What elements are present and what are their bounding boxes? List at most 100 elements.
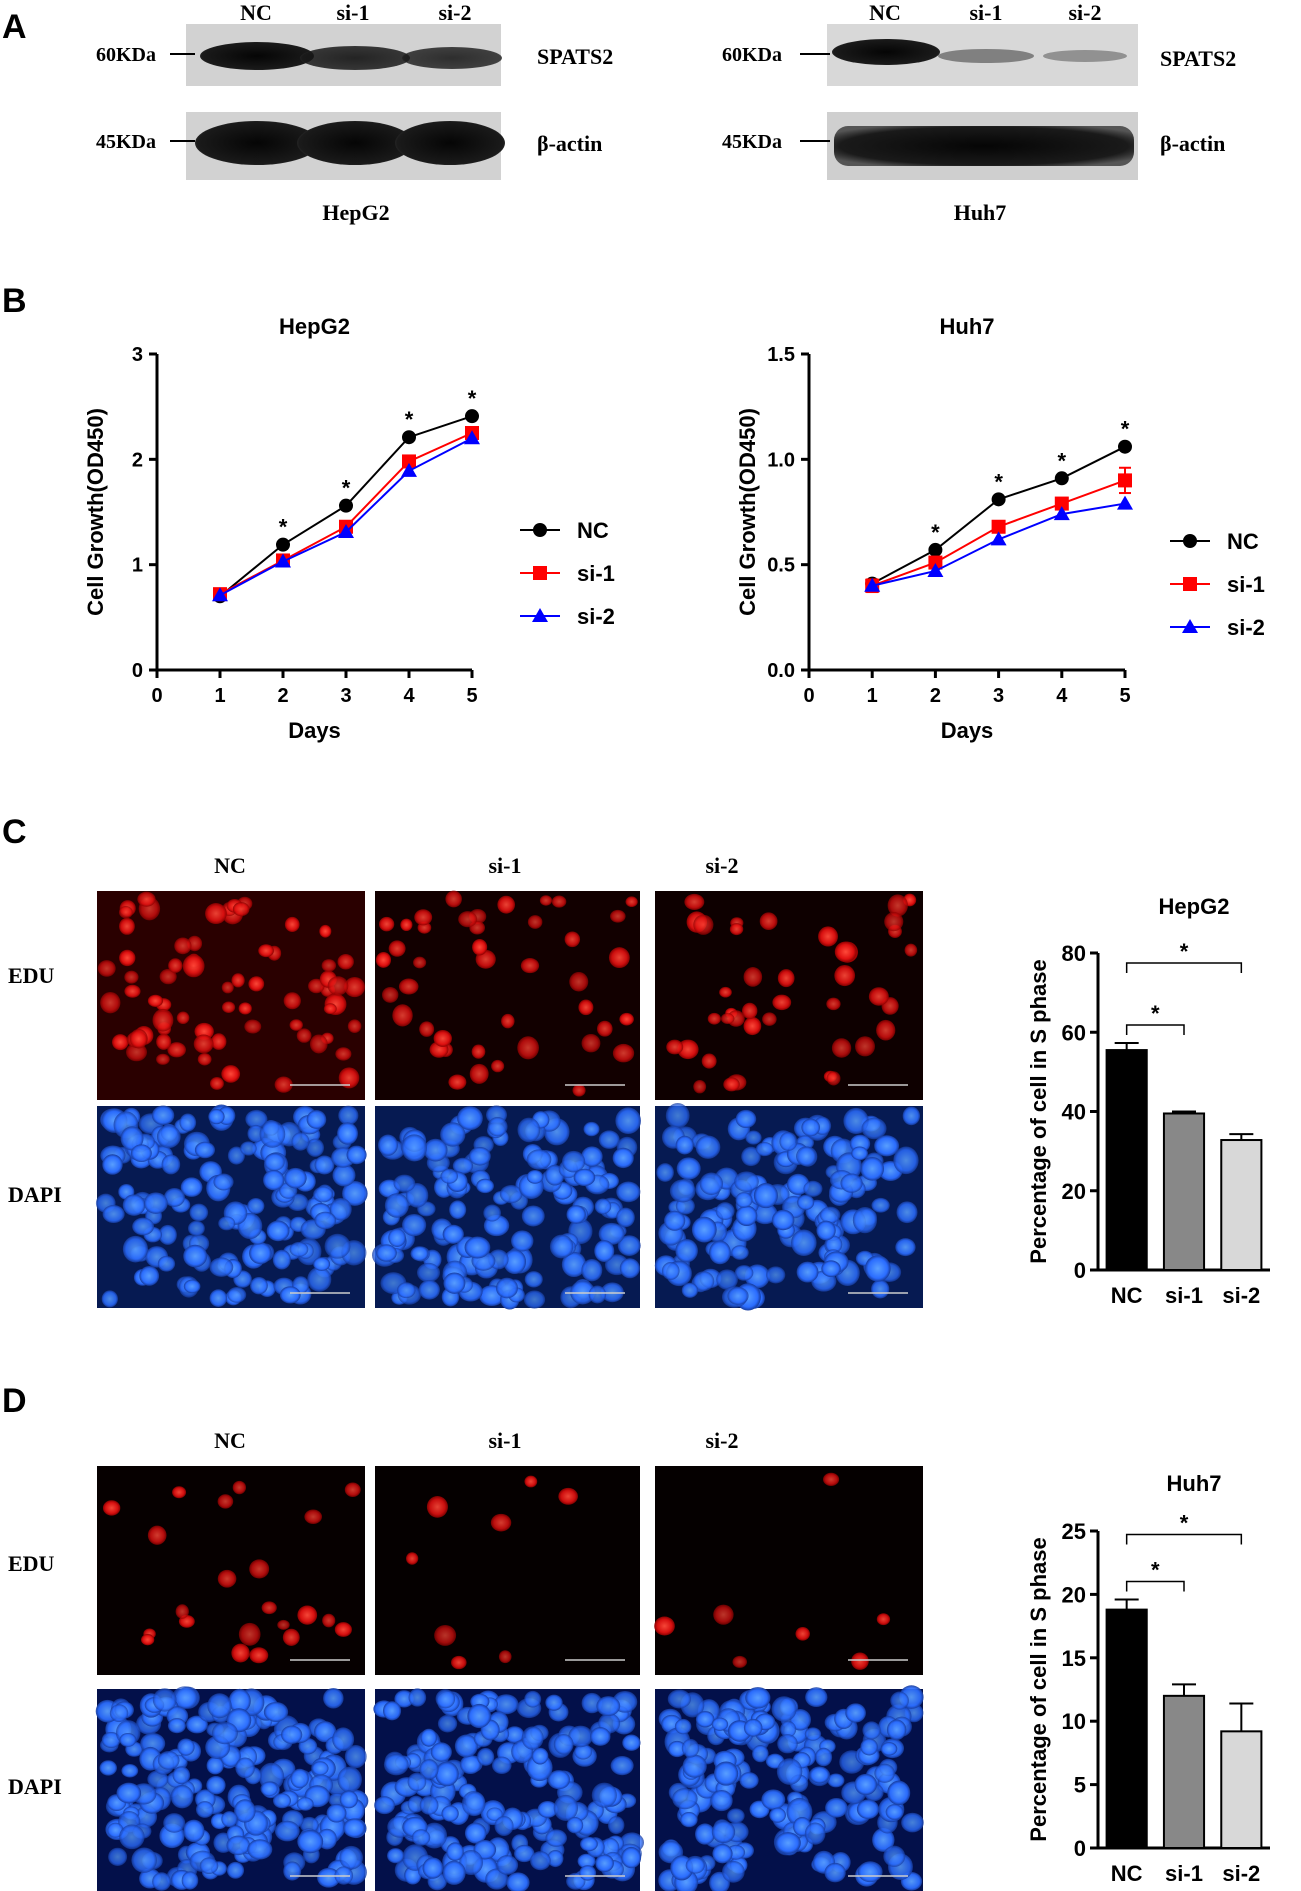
cell-nucleus bbox=[485, 1868, 509, 1890]
cell-nucleus bbox=[306, 1110, 327, 1129]
data-point-NC bbox=[465, 409, 479, 424]
cell-nucleus bbox=[521, 1205, 545, 1227]
cell-nucleus bbox=[656, 1163, 674, 1182]
cell-nucleus bbox=[174, 937, 192, 955]
x-tick-label: 2 bbox=[930, 685, 941, 707]
cell-nucleus bbox=[471, 1044, 486, 1059]
data-point-si-1 bbox=[402, 454, 416, 469]
legend-marker-NC bbox=[1183, 534, 1197, 548]
cell-nucleus bbox=[183, 1244, 208, 1268]
cell-nucleus bbox=[834, 964, 856, 987]
cell-nucleus bbox=[344, 976, 365, 998]
cell-nucleus bbox=[476, 1178, 494, 1194]
cell-nucleus bbox=[129, 1028, 148, 1049]
cell-nucleus bbox=[143, 1192, 168, 1214]
x-tick-label: 4 bbox=[1056, 685, 1068, 707]
marker-label: 60KDa bbox=[96, 44, 156, 66]
cell-nucleus bbox=[625, 896, 638, 908]
x-tick-label: 4 bbox=[403, 685, 415, 707]
cell-nucleus bbox=[307, 1266, 332, 1292]
cell-nucleus bbox=[248, 976, 265, 992]
cell-nucleus bbox=[469, 1063, 489, 1084]
legend-label-NC: NC bbox=[1227, 529, 1259, 554]
cell-nucleus bbox=[883, 1845, 906, 1867]
cell-nucleus bbox=[440, 1122, 466, 1147]
cell-nucleus bbox=[122, 1235, 148, 1263]
x-tick-label: 5 bbox=[466, 685, 477, 707]
cell-nucleus bbox=[244, 1019, 262, 1034]
cell-nucleus bbox=[261, 1601, 277, 1615]
y-tick-label: 0.5 bbox=[767, 555, 795, 577]
cell-nucleus bbox=[801, 1118, 820, 1137]
cell-nucleus bbox=[234, 1799, 256, 1823]
cell-nucleus bbox=[752, 1745, 769, 1763]
x-tick-label: 3 bbox=[340, 685, 351, 707]
legend-marker-NC bbox=[533, 523, 547, 537]
cell-nucleus bbox=[99, 1760, 117, 1776]
cell-nucleus bbox=[457, 1106, 483, 1131]
cell-nucleus bbox=[207, 1693, 232, 1719]
cell-nucleus bbox=[228, 1688, 251, 1714]
cell-nucleus bbox=[378, 1134, 398, 1156]
cell-nucleus bbox=[868, 987, 889, 1006]
cell-nucleus bbox=[887, 894, 908, 917]
cell-nucleus bbox=[741, 1146, 761, 1167]
cell-nucleus bbox=[152, 1688, 177, 1712]
cell-nucleus bbox=[175, 1604, 189, 1619]
cell-nucleus bbox=[531, 1747, 549, 1765]
lane-label-nc: NC bbox=[869, 0, 901, 25]
chart-title: Huh7 bbox=[1167, 1471, 1222, 1496]
cell-nucleus bbox=[209, 1077, 224, 1090]
y-tick-label: 80 bbox=[1062, 941, 1086, 966]
cell-nucleus bbox=[490, 1513, 512, 1532]
cell-nucleus bbox=[131, 1847, 157, 1873]
cell-nucleus bbox=[182, 954, 205, 978]
cell-nucleus bbox=[876, 1019, 896, 1041]
y-tick-label: 3 bbox=[132, 344, 143, 366]
cell-nucleus bbox=[284, 916, 300, 933]
cell-nucleus bbox=[238, 1002, 252, 1015]
cell-nucleus bbox=[335, 1047, 352, 1061]
cell-nucleus bbox=[517, 1036, 539, 1060]
cell-nucleus bbox=[545, 1829, 567, 1847]
cell-nucleus bbox=[852, 1207, 878, 1234]
cell-nucleus bbox=[119, 1732, 137, 1747]
cell-nucleus bbox=[274, 1820, 300, 1842]
cell-nucleus bbox=[834, 941, 857, 963]
image-background bbox=[375, 891, 640, 1100]
cell-nucleus bbox=[290, 1768, 309, 1789]
cell-nucleus bbox=[296, 1028, 312, 1043]
cell-nucleus bbox=[547, 1770, 570, 1790]
cell-nucleus bbox=[101, 1731, 121, 1748]
cell-nucleus bbox=[247, 1197, 265, 1214]
cell-nucleus bbox=[495, 1277, 518, 1299]
cell-nucleus bbox=[675, 1135, 694, 1155]
cell-nucleus bbox=[170, 1784, 194, 1809]
cell-nucleus bbox=[616, 1181, 641, 1203]
y-axis-title: Percentage of cell in S phase bbox=[1026, 959, 1051, 1263]
significance-star: * bbox=[279, 515, 288, 540]
cell-nucleus bbox=[539, 895, 553, 906]
legend-marker-si-2 bbox=[532, 608, 548, 622]
cell-nucleus bbox=[108, 1847, 128, 1866]
cell-nucleus bbox=[616, 1207, 635, 1228]
cell-nucleus bbox=[711, 1717, 729, 1731]
cell-nucleus bbox=[422, 1857, 444, 1879]
cell-nucleus bbox=[890, 1691, 909, 1710]
data-point-si-2 bbox=[212, 587, 228, 602]
cell-nucleus bbox=[407, 1795, 425, 1813]
cell-nucleus bbox=[612, 1043, 635, 1063]
cell-nucleus bbox=[311, 1761, 329, 1776]
cell-nucleus bbox=[818, 926, 838, 947]
cell-nucleus bbox=[537, 1800, 558, 1818]
cell-nucleus bbox=[282, 1628, 300, 1646]
cell-nucleus bbox=[745, 1687, 771, 1709]
cell-nucleus bbox=[596, 1696, 621, 1717]
cell-nucleus bbox=[102, 1154, 123, 1175]
cell-nucleus bbox=[731, 1245, 749, 1260]
cell-nucleus bbox=[872, 1827, 895, 1852]
cell-nucleus bbox=[159, 968, 177, 985]
cell-nucleus bbox=[684, 893, 705, 910]
stain-label: DAPI bbox=[8, 1774, 62, 1799]
series-line-NC bbox=[871, 445, 1126, 585]
